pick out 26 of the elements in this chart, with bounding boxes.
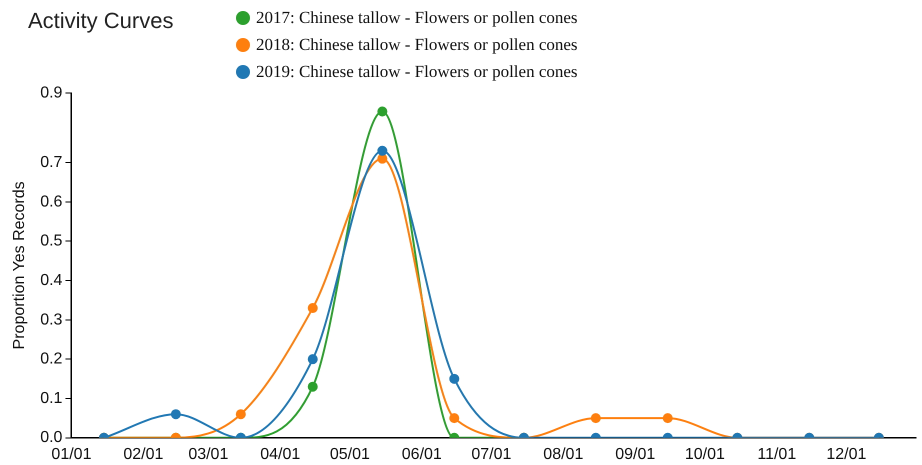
y-tick-label: 0.7 [40,154,63,171]
x-tick-label: 05/01 [330,446,370,463]
y-tick-label: 0.4 [40,272,63,289]
y-tick-label: 0.6 [40,193,63,210]
y-axis-title: Proportion Yes Records [11,181,28,350]
x-tick-label: 10/01 [684,446,725,463]
x-tick-label: 04/01 [260,446,300,463]
x-tick-label: 12/01 [826,446,867,463]
x-tick-label: 07/01 [471,446,512,463]
y-tick-label: 0.0 [40,429,63,446]
y-tick-label: 0.1 [40,390,63,407]
x-tick-label: 08/01 [543,446,584,463]
y-tick-label: 0.3 [40,311,63,328]
y-tick-label: 0.5 [40,232,63,250]
legend-label: 2017: Chinese tallow - Flowers or pollen cones [256,8,578,28]
x-tick-label: 03/01 [188,446,228,463]
y-tick-label: 0.9 [40,84,63,102]
x-tick-label: 09/01 [615,446,656,463]
x-tick-label: 01/01 [51,446,92,463]
legend-label: 2019: Chinese tallow - Flowers or pollen cones [256,62,578,82]
x-tick-label: 02/01 [123,446,164,463]
x-tick-label: 06/01 [402,446,442,463]
chart-title: Activity Curves [28,8,174,34]
legend-label: 2018: Chinese tallow - Flowers or pollen cones [256,34,578,54]
y-tick-label: 0.2 [40,350,63,368]
x-tick-label: 11/01 [757,446,796,463]
